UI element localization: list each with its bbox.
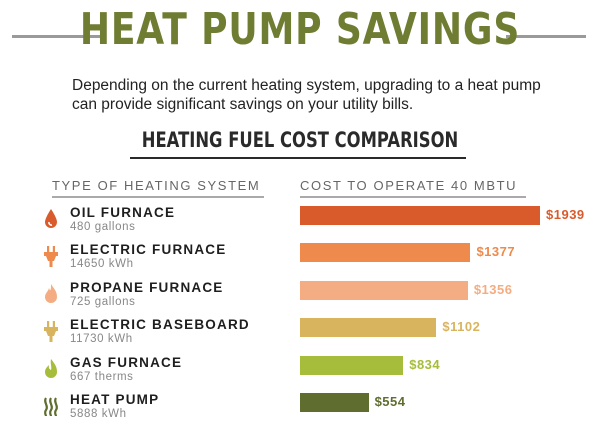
chart-row: HEAT PUMP 5888 kWh $554 [0, 390, 600, 427]
cost-value-label: $834 [409, 356, 441, 372]
system-usage: 5888 kWh [70, 408, 127, 420]
system-usage: 480 gallons [70, 221, 136, 233]
category-header: TYPE OF HEATING SYSTEM [52, 178, 261, 193]
intro-text: Depending on the current heating system,… [72, 77, 541, 113]
value-header: COST TO OPERATE 40 MBTU [300, 178, 518, 193]
cost-bar [300, 280, 468, 300]
cost-value-label: $1377 [476, 244, 516, 260]
chart-title: HEATING FUEL COST COMPARISON [141, 128, 459, 152]
cost-bar [300, 206, 540, 225]
cost-value-label: $1356 [473, 281, 513, 297]
propane-flame-icon [42, 282, 60, 306]
cost-value-label: $1939 [546, 207, 585, 222]
system-name: HEAT PUMP [70, 392, 160, 407]
gas-flame-icon [42, 357, 60, 381]
category-header-underline [52, 196, 264, 198]
chart-row: PROPANE FURNACE 725 gallons $1356 [0, 278, 600, 315]
system-usage: 667 therms [70, 370, 134, 383]
system-name: ELECTRIC FURNACE [70, 242, 227, 258]
chart-row: ELECTRIC FURNACE 14650 kWh $1377 [0, 240, 600, 277]
cost-bar [300, 243, 471, 263]
oil-drop-icon [42, 207, 60, 231]
page-title: HEAT PUMP SAVINGS [79, 4, 521, 55]
system-name: GAS FURNACE [70, 354, 183, 370]
chart-row: GAS FURNACE 667 therms $834 [0, 353, 600, 390]
electric-plug-icon [42, 244, 60, 268]
cost-bar [300, 393, 369, 412]
title-rule-left [12, 35, 104, 38]
system-usage: 725 gallons [70, 295, 136, 308]
cost-value-label: $554 [374, 394, 406, 409]
chart-row: OIL FURNACE 480 gallons $1939 [0, 203, 600, 240]
chart-row: ELECTRIC BASEBOARD 11730 kWh $1102 [0, 315, 600, 352]
system-name: ELECTRIC BASEBOARD [70, 317, 250, 333]
cost-bar [300, 318, 437, 338]
baseboard-plug-icon [42, 319, 60, 343]
cost-value-label: $1102 [442, 319, 481, 335]
cost-bar [300, 355, 404, 375]
value-header-underline [300, 196, 526, 198]
title-rule-right [506, 35, 586, 38]
system-usage: 14650 kWh [70, 258, 134, 271]
system-name: OIL FURNACE [70, 205, 176, 220]
heat-waves-icon [42, 394, 60, 418]
chart-title-underline [130, 157, 466, 159]
system-name: PROPANE FURNACE [70, 279, 224, 295]
system-usage: 11730 kWh [70, 333, 133, 346]
